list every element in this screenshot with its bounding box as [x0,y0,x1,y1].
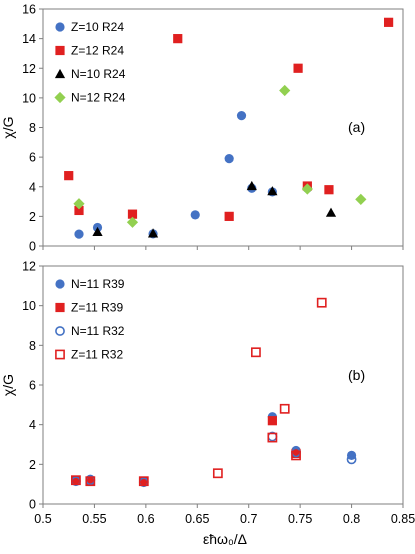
y-tick-label: 8 [29,339,36,353]
legend: N=11 R39 Z=11 R39 N=11 R32 Z=11 R32 [55,277,125,362]
data-point [173,34,183,44]
x-tick-label: 0.6 [137,512,154,526]
chart-panel-b: 0 2 4 6 8 10 12 0.5 0.55 0.6 0.65 0.7 0.75 0.8 0.85 χ/G… [0,260,415,548]
data-point [92,226,103,237]
series-z-11-r39 [71,416,301,486]
y-tick-label: 12 [22,260,36,274]
data-point [279,403,290,414]
series-n-12-r24 [73,84,367,228]
data-point [71,475,81,485]
data-point [73,198,85,210]
x-tick-label: 0.5 [34,512,51,526]
y-axis-label: χ/G [0,116,16,138]
x-tick-label: 0.75 [288,512,312,526]
data-point [291,450,301,461]
data-point [251,347,261,358]
data-point [127,209,138,219]
y-tick-label: 6 [29,379,36,393]
legend-label: Z=12 R24 [71,44,124,58]
y-tick-label: 2 [29,458,36,472]
y-tick-label: 0 [29,498,36,512]
y-axis-label: χ/G [0,374,16,396]
data-point [139,476,149,486]
legend: Z=10 R24 Z=12 R24 N=10 R24 N=12 R24 [54,20,126,105]
legend-marker [55,22,65,32]
panel-label: (a) [348,119,365,135]
legend-label: Z=11 R32 [71,348,123,362]
legend-marker [55,279,65,289]
legend-label: Z=11 R39 [71,301,123,315]
series-n-10-r24 [92,180,337,238]
data-point [71,475,81,486]
y-tick-label: 0 [29,240,36,254]
data-point [85,476,95,486]
data-point [212,468,223,479]
data-point [64,171,74,181]
data-point [324,185,334,195]
data-point [74,229,84,239]
data-point [279,84,291,97]
series-z-10-r24 [74,111,312,239]
y-tick-label: 4 [29,180,36,194]
data-point [224,211,234,221]
data-point [267,186,278,196]
data-point [291,448,301,459]
data-point [85,476,96,487]
y-tick-label: 10 [22,91,36,105]
data-point [224,154,234,164]
x-tick-label: 0.8 [343,512,360,526]
data-point [267,432,278,443]
data-point [138,476,149,487]
data-point [267,416,277,426]
legend-marker [55,45,65,56]
legend-marker [55,349,65,360]
y-tick-label: 6 [29,151,36,165]
data-point [246,180,257,191]
legend-marker [55,302,65,313]
data-point [190,210,200,220]
data-point [293,63,303,73]
y-tick-label: 12 [22,62,36,76]
data-point [384,17,394,27]
y-tick-label: 10 [22,299,36,313]
data-point [236,111,247,121]
series-n-11-r32 [71,431,357,488]
legend-label: N=11 R32 [71,324,125,338]
y-tick-label: 16 [22,3,36,17]
legend-label: N=11 R39 [71,277,125,291]
series-z-11-r32 [71,297,327,487]
data-point [147,228,159,238]
legend-marker [54,91,66,104]
x-tick-label: 0.55 [82,512,106,526]
data-point [325,207,337,217]
legend-marker [55,326,65,336]
data-point [74,205,84,216]
data-point [301,183,313,195]
data-point [355,193,367,205]
x-tick-label: 0.65 [185,512,209,526]
y-tick-label: 8 [29,121,36,135]
y-tick-label: 4 [29,418,36,432]
data-point [316,297,327,308]
legend-label: Z=10 R24 [71,20,124,34]
x-tick-label: 0.7 [240,512,257,526]
y-tick-label: 14 [22,32,36,46]
legend-marker [54,68,66,79]
x-tick-label: 0.85 [391,512,415,526]
x-axis-label: εħω₀/Δ [203,531,247,547]
chart-panel-a: 0 2 4 6 8 10 12 14 16 χ/G (a) Z=10 R24 Z=12 R24 N=10 … [0,3,404,254]
y-tick-label: 2 [29,210,36,224]
panel-label: (b) [348,367,365,383]
legend-label: N=12 R24 [71,91,126,105]
legend-label: N=10 R24 [71,67,126,81]
data-point [126,216,139,228]
data-point [346,454,357,465]
